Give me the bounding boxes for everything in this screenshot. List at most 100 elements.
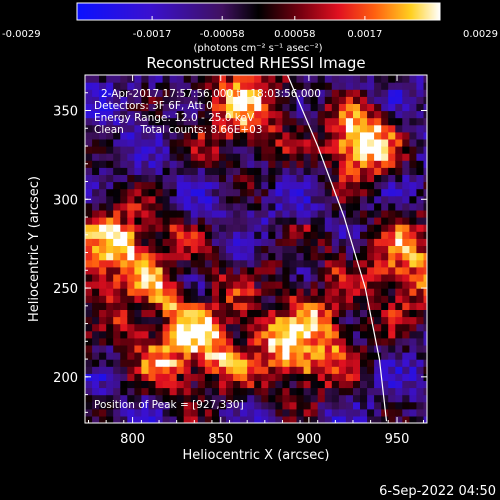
heatmap-cell <box>106 344 114 353</box>
heatmap-cell <box>106 138 114 147</box>
heatmap-cell <box>296 252 305 261</box>
heatmap-cell <box>176 181 185 190</box>
heatmap-cell <box>141 408 150 417</box>
heatmap-cell <box>395 75 403 83</box>
heatmap-cell <box>162 110 171 119</box>
heatmap-cell <box>254 373 262 381</box>
heatmap-cell <box>402 288 410 296</box>
heatmap-cell <box>395 167 403 175</box>
heatmap-cell <box>141 224 150 232</box>
heatmap-cell <box>296 316 305 325</box>
heatmap-cell <box>261 252 269 261</box>
heatmap-cell <box>353 252 361 261</box>
heatmap-cell <box>240 174 248 183</box>
heatmap-cell <box>127 245 135 254</box>
heatmap-cell <box>409 167 418 175</box>
heatmap-cell <box>275 359 284 367</box>
heatmap-cell <box>127 337 135 346</box>
heatmap-cell <box>106 117 114 126</box>
heatmap-cell <box>99 167 107 175</box>
heatmap-cell <box>275 266 284 275</box>
heatmap-cell <box>367 288 375 296</box>
heatmap-cell <box>183 181 192 190</box>
heatmap-cell <box>388 316 396 325</box>
heatmap-cell <box>345 252 354 261</box>
heatmap-cell <box>374 188 382 197</box>
heatmap-cell <box>338 89 347 97</box>
heatmap-cell <box>409 238 418 246</box>
heatmap-cell <box>338 373 347 381</box>
heatmap-cell <box>204 96 213 104</box>
heatmap-cell <box>388 153 396 161</box>
heatmap-cell <box>233 330 241 339</box>
heatmap-cell <box>381 309 389 318</box>
heatmap-cell <box>268 195 276 204</box>
heatmap-cell <box>134 259 143 268</box>
heatmap-cell <box>247 380 255 389</box>
heatmap-cell <box>374 309 382 318</box>
heatmap-cell <box>296 231 305 239</box>
heatmap-cell <box>268 82 276 90</box>
heatmap-cell <box>282 167 291 175</box>
heatmap-cell <box>268 387 276 396</box>
heatmap-cell <box>120 195 128 204</box>
heatmap-cell <box>233 209 241 218</box>
heatmap-cell <box>127 266 135 275</box>
heatmap-cell <box>310 110 319 119</box>
heatmap-cell <box>197 273 206 282</box>
heatmap-cell <box>127 309 135 318</box>
heatmap-cell <box>353 209 361 218</box>
heatmap-cell <box>113 337 121 346</box>
heatmap-cell <box>367 75 375 83</box>
heatmap-cell <box>282 82 291 90</box>
annotation-time-range: 2-Apr-2017 17:57:56.000 to 18:03:56.000 <box>101 88 321 100</box>
heatmap-cell <box>127 352 135 360</box>
heatmap-cell <box>247 160 255 168</box>
heatmap-cell <box>395 288 403 296</box>
heatmap-cell <box>310 89 319 97</box>
heatmap-cell <box>169 96 178 104</box>
heatmap-cell <box>247 373 255 381</box>
heatmap-cell <box>416 195 425 204</box>
heatmap-cell <box>345 124 354 133</box>
heatmap-cell <box>402 359 410 367</box>
heatmap-cell <box>247 217 255 225</box>
heatmap-cell <box>169 288 178 296</box>
heatmap-cell <box>190 302 199 310</box>
heatmap-cell <box>381 131 389 140</box>
heatmap-cell <box>204 415 213 423</box>
heatmap-cell <box>134 160 143 168</box>
heatmap-cell <box>204 316 213 325</box>
heatmap-cell <box>423 75 427 83</box>
heatmap-cell <box>388 167 396 175</box>
heatmap-cell <box>226 401 234 410</box>
heatmap-cell <box>367 103 375 112</box>
heatmap-cell <box>261 309 269 318</box>
heatmap-cell <box>155 167 164 175</box>
heatmap-cell <box>289 387 298 396</box>
heatmap-cell <box>367 160 375 168</box>
heatmap-cell <box>169 110 178 119</box>
heatmap-cell <box>190 288 199 296</box>
heatmap-cell <box>240 131 248 140</box>
heatmap-cell <box>99 138 107 147</box>
heatmap-cell <box>381 146 389 154</box>
heatmap-cell <box>254 273 262 282</box>
plot-title: Reconstructed RHESSI Image <box>146 54 365 72</box>
heatmap-cell <box>374 238 382 246</box>
heatmap-cell <box>204 408 213 417</box>
heatmap-cell <box>310 330 319 339</box>
heatmap-cell <box>331 117 340 126</box>
heatmap-cell <box>324 117 333 126</box>
heatmap-cell <box>190 252 199 261</box>
heatmap-cell <box>296 89 305 97</box>
heatmap-cell <box>331 96 340 104</box>
heatmap-cell <box>254 344 262 353</box>
heatmap-cell <box>141 103 150 112</box>
heatmap-cell <box>374 316 382 325</box>
heatmap-cell <box>268 344 276 353</box>
heatmap-cell <box>338 288 347 296</box>
heatmap-cell <box>303 96 312 104</box>
heatmap-cell <box>289 359 298 367</box>
heatmap-cell <box>296 387 305 396</box>
